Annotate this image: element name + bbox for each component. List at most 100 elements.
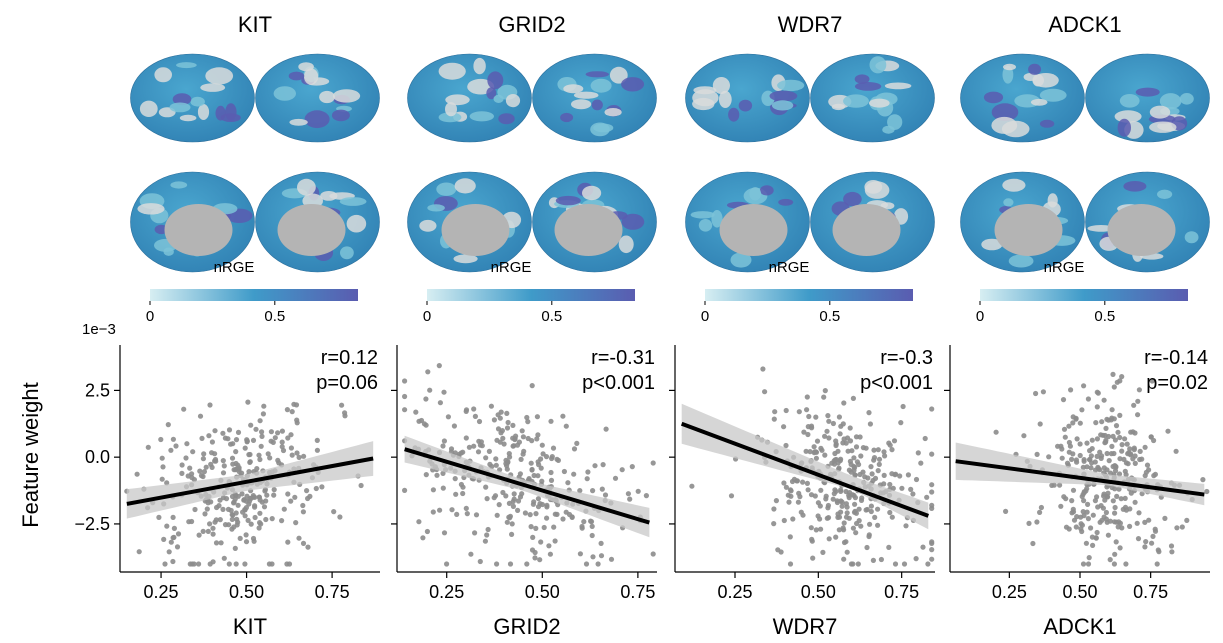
scatter-point [288,432,294,438]
scatter-point [1184,517,1190,524]
brain-patch [777,79,805,92]
stat-r: r=-0.3 [880,347,933,369]
scatter-point [929,556,935,562]
brain-patch [882,125,895,134]
scatter-point [236,469,242,475]
scatter-point [281,506,287,512]
scatter-point [275,430,281,436]
scatter-point [527,511,533,518]
brain-patch [571,99,592,110]
scatter-point [504,425,511,431]
scatter-point [197,468,203,474]
brain-patch [200,83,226,92]
x-tick-label: 0.75 [884,582,919,602]
scatter-point [259,433,265,439]
brain-patch [1114,110,1142,123]
scatter-point [813,414,819,420]
scatter-point [1077,452,1083,459]
stat-r: r=-0.31 [591,347,655,369]
scatter-point [1132,499,1138,505]
scatter-point [1046,454,1052,460]
brain-patch [1028,63,1042,75]
scatter-point [548,477,555,483]
scatter-point [852,501,858,507]
scatter-point [221,463,227,469]
scatter-point [240,509,246,515]
scatter-point [847,458,854,464]
scatter-point [434,472,440,478]
brain-patch [445,102,457,117]
scatter-point [145,444,151,450]
scatter-point [257,497,263,503]
colorbar-tick-label: 0.5 [264,308,285,325]
brain-patch [419,219,437,232]
scatter-point [165,422,171,428]
scatter-point [337,514,343,520]
scatter-point [1067,443,1073,449]
scatter-point [493,462,499,468]
brain-patch [843,94,869,108]
scatter-point [1137,448,1143,454]
scatter-point [1097,467,1103,473]
brain-patch [176,62,197,69]
scatter-point [538,539,544,545]
stat-p: p=0.02 [1146,372,1208,394]
scatter-point [507,454,513,460]
scatter-point [1152,471,1158,477]
scatter-point [530,534,536,541]
scatter-point [1122,436,1128,442]
medial-wall [832,204,901,256]
brain-patch [711,210,723,228]
scatter-point [288,498,294,504]
scatter-point [242,513,248,519]
brain-patch [137,203,165,215]
scatter-point [1120,506,1126,512]
scatter-point [548,469,554,476]
scatter-point [822,452,828,458]
scatter-point [261,403,267,409]
scatter-point [1169,549,1175,555]
x-axis-label: ADCK1 [1043,614,1116,639]
scatter-point [242,445,248,451]
scatter-point [1150,533,1156,540]
scatter-point [913,476,920,483]
scatter-point [876,456,883,462]
scatter-point [830,496,836,502]
brain-patch [582,185,602,201]
scatter-point [852,495,859,501]
scatter-point [263,516,269,523]
scatter-point [820,549,826,556]
brain-patch [304,68,319,85]
scatter-point [1123,472,1129,478]
scatter-point [500,489,506,496]
scatter-point [551,524,557,530]
scatter-point [889,447,895,453]
scatter-point [1080,509,1086,515]
brain-patch [1008,254,1034,268]
colorbar [705,289,913,301]
scatter-point [217,517,223,523]
scatter-point [503,493,509,499]
scatter-point [866,410,872,416]
medial-wall [554,204,623,256]
scatter-point [1131,402,1137,408]
scatter-point [893,471,899,477]
scatter-point [300,509,306,515]
scatter-point [484,532,490,538]
scatter-point [257,510,263,516]
scatter-point [1077,420,1083,426]
brain-patch [289,118,308,126]
brain-view [255,53,380,143]
brain-patch [487,71,504,90]
scatter-point [590,554,596,560]
scatter-point [529,383,535,389]
scatter-point [421,421,427,427]
scatter-point [517,471,524,477]
scatter-point [524,561,530,567]
scatter-point [284,407,290,413]
brain-patch [473,57,486,75]
scatter-point [477,558,483,565]
scatter-point [875,522,881,528]
